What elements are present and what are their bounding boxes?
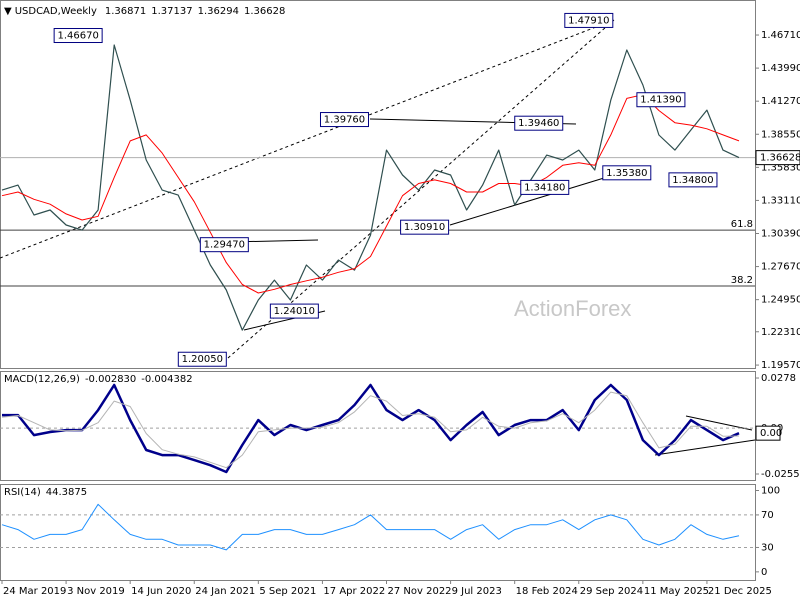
annotation-label: 1.34800 bbox=[672, 175, 713, 186]
x-tick-label: 18 Feb 2024 bbox=[516, 586, 578, 597]
y-tick-label: 1.19570 bbox=[761, 360, 800, 371]
x-tick-label: 27 Nov 2022 bbox=[388, 586, 452, 597]
series-line bbox=[1, 44, 740, 331]
trendline bbox=[0, 19, 615, 259]
annotation-box bbox=[319, 112, 369, 128]
annotation-label: 1.20050 bbox=[182, 354, 223, 365]
y-tick-label: 1.30390 bbox=[761, 228, 800, 239]
annotation-label: 1.24010 bbox=[274, 306, 315, 317]
x-tick-label: 3 Nov 2019 bbox=[67, 586, 125, 597]
annotation-label: 1.39460 bbox=[518, 118, 559, 129]
high: 1.37137 bbox=[151, 6, 192, 17]
price-header: ▼ USDCAD,Weekly 1.36871 1.37137 1.36294 1.366… bbox=[4, 6, 285, 17]
annotation-label: 1.46670 bbox=[57, 31, 98, 42]
annotation-box bbox=[199, 237, 249, 253]
annotation-box bbox=[400, 219, 450, 235]
symbol: USDCAD,Weekly bbox=[15, 6, 97, 17]
x-tick-label: 24 Mar 2019 bbox=[3, 586, 66, 597]
y-tick-label: 0.0278 bbox=[761, 373, 796, 384]
rsi-header: RSI(14) 44.3875 bbox=[4, 487, 87, 498]
series-line bbox=[2, 383, 740, 474]
rsi-frame bbox=[0, 484, 756, 581]
open: 1.36871 bbox=[105, 6, 146, 17]
x-tick-label: 11 May 2025 bbox=[644, 586, 709, 597]
close: 1.36628 bbox=[244, 6, 285, 17]
annotation-box bbox=[520, 179, 570, 195]
annotation-box bbox=[177, 351, 227, 367]
x-tick-label: 17 Apr 2022 bbox=[323, 586, 385, 597]
y-tick-label: 1.24950 bbox=[761, 295, 800, 306]
y-tick-label: 100 bbox=[761, 486, 780, 497]
y-tick-label: 1.27670 bbox=[761, 262, 800, 273]
y-tick-label: 1.41270 bbox=[761, 96, 800, 107]
y-tick-label: 1.43990 bbox=[761, 63, 800, 74]
current-price-label: 1.36628 bbox=[760, 153, 800, 164]
rsi-value: 44.3875 bbox=[46, 487, 87, 498]
watermark: ActionForex bbox=[514, 296, 631, 321]
collapse-icon: ▼ bbox=[4, 6, 12, 17]
x-tick-label: 14 Jun 2020 bbox=[131, 586, 191, 597]
y-tick-label: 0 bbox=[761, 567, 767, 578]
annotation-box bbox=[53, 28, 103, 44]
x-tick-label: 24 Jan 2021 bbox=[195, 586, 255, 597]
annotation-box bbox=[514, 115, 564, 131]
annotation-box bbox=[602, 165, 652, 181]
trendline bbox=[654, 439, 756, 456]
annotation-box bbox=[564, 12, 614, 28]
annotation-label: 1.29470 bbox=[204, 240, 245, 251]
annotation-label: 1.34180 bbox=[524, 182, 565, 193]
y-tick-label: 1.38550 bbox=[761, 129, 800, 140]
current-price-box bbox=[755, 150, 800, 166]
y-tick-label: 1.35830 bbox=[761, 162, 800, 173]
annotation-label: 1.47910 bbox=[568, 15, 609, 26]
y-tick-label: 70 bbox=[761, 510, 774, 521]
y-tick-label: -0.025511 bbox=[761, 469, 800, 480]
annotation-box bbox=[636, 92, 686, 108]
current-macd-label: 0.00 bbox=[760, 428, 782, 439]
y-tick-label: 1.33110 bbox=[761, 195, 800, 206]
x-tick-label: 5 Sep 2021 bbox=[259, 586, 316, 597]
annotation-label: 1.41390 bbox=[640, 95, 681, 106]
current-macd-box bbox=[755, 425, 781, 441]
trendline bbox=[449, 177, 605, 226]
x-tick-label: 21 Dec 2025 bbox=[708, 586, 772, 597]
y-tick-label: 1.22310 bbox=[761, 327, 800, 338]
y-tick-label: 30 bbox=[761, 542, 774, 553]
fib-label: 38.2 bbox=[731, 275, 753, 286]
macd-name: MACD(12,26,9) bbox=[4, 374, 80, 385]
low: 1.36294 bbox=[198, 6, 239, 17]
annotation-box bbox=[668, 172, 718, 188]
x-tick-label: 9 Jul 2023 bbox=[452, 586, 502, 597]
series-line bbox=[1, 503, 740, 551]
series-line bbox=[1, 94, 740, 294]
series-line bbox=[1, 391, 740, 469]
annotation-label: 1.30910 bbox=[404, 222, 445, 233]
annotation-label: 1.35380 bbox=[606, 168, 647, 179]
trendline bbox=[227, 19, 615, 359]
fib-label: 61.8 bbox=[731, 219, 753, 230]
annotation-label: 1.39760 bbox=[324, 115, 365, 126]
annotation-box bbox=[269, 303, 319, 319]
price-frame bbox=[0, 0, 756, 369]
x-tick-label: 29 Sep 2024 bbox=[580, 586, 643, 597]
macd-signal: -0.004382 bbox=[141, 374, 192, 385]
rsi-name: RSI(14) bbox=[4, 487, 41, 498]
macd-main: -0.002830 bbox=[85, 374, 136, 385]
y-tick-label: 1.46710 bbox=[761, 30, 800, 41]
macd-header: MACD(12,26,9) -0.002830 -0.004382 bbox=[4, 374, 193, 385]
